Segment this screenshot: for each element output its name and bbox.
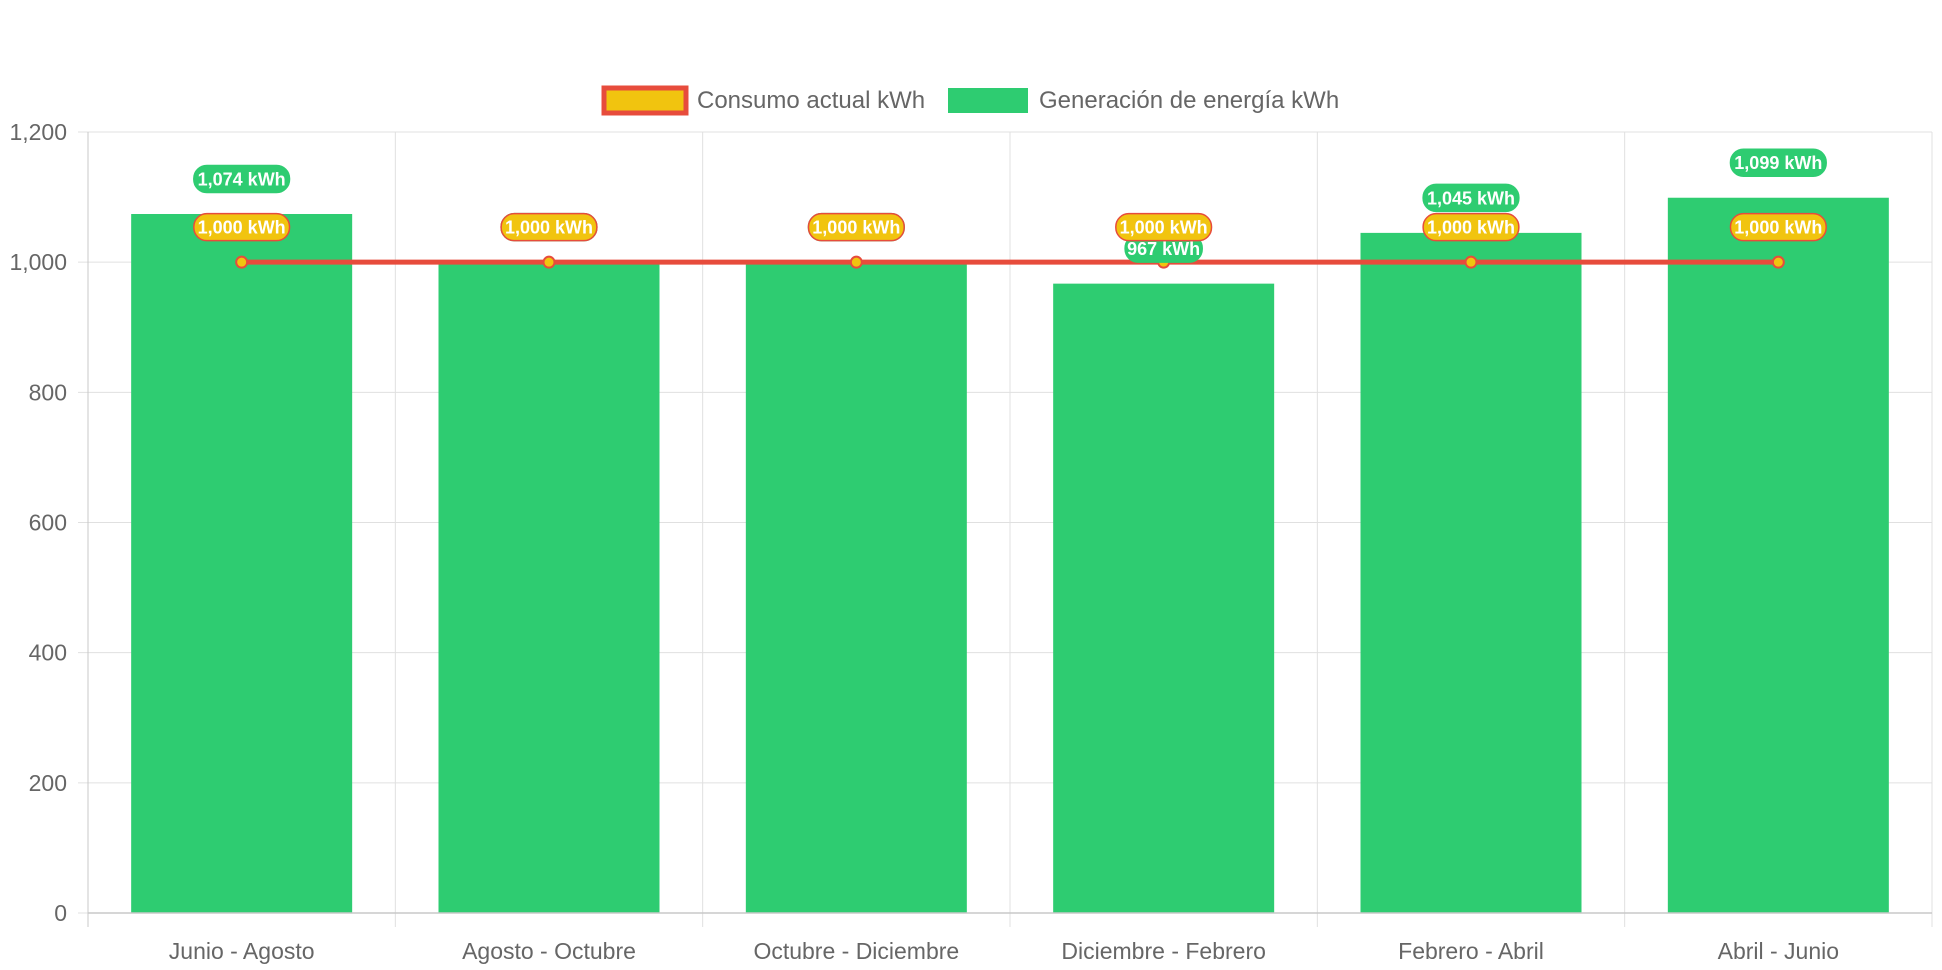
data-label-consumo-bg [500,212,598,242]
point-consumo[interactable] [1464,255,1478,269]
y-tick-label: 0 [54,900,67,926]
data-label-generacion-text: 1,099 kWh [1734,153,1822,173]
data-label-consumo-text: 1,000 kWh [1120,218,1208,238]
legend-swatch-generacion [948,88,1028,113]
legend-label-consumo: Consumo actual kWh [697,87,925,114]
data-label-generacion-text: 1,074 kWh [198,170,286,190]
data-label-generacion: 1,074 kWh [193,164,291,194]
data-label-consumo-text: 1,000 kWh [1427,218,1515,238]
point-consumo[interactable] [1771,255,1785,269]
data-label-consumo-text: 1,000 kWh [812,218,900,238]
axis-layer: 0 200 400 600 800 1,000 1,200 Junio - Agosto Ago… [9,119,1932,964]
data-label-consumo-bg [1115,212,1213,242]
data-label-consumo-text: 1,000 kWh [505,218,593,238]
bar-generacion[interactable] [1360,232,1582,914]
x-tick-label: Febrero - Abril [1398,938,1544,964]
data-label-generacion: 1,045 kWh [1422,183,1520,213]
y-tick-label: 600 [29,510,67,536]
legend[interactable]: Consumo actual kWh Generación de energía… [601,85,1339,116]
bar-generacion[interactable] [1053,283,1275,913]
bars-layer [131,197,1889,914]
data-label-consumo-bg [193,212,291,242]
grid-layer [78,131,1933,927]
x-tick-label: Agosto - Octubre [462,938,636,964]
data-label-consumo-text: 1,000 kWh [1734,218,1822,238]
legend-label-generacion: Generación de energía kWh [1039,87,1339,114]
data-label-consumo-text: 1,000 kWh [198,218,286,238]
y-tick-label: 1,000 [9,249,67,275]
y-tick-label: 200 [29,770,67,796]
data-label-generacion-bg [1729,148,1827,177]
x-tick-label: Diciembre - Febrero [1061,938,1266,964]
point-consumo[interactable] [849,255,863,269]
bar-generacion[interactable] [438,262,660,914]
y-tick-label: 1,200 [9,119,67,145]
data-label-consumo-bg [807,212,905,242]
data-label-consumo: 1,000 kWh [1422,212,1520,242]
bar-generacion[interactable] [1667,197,1889,914]
data-label-generacion-bg [1422,183,1520,213]
data-label-generacion-text: 967 kWh [1127,239,1200,259]
point-consumo[interactable] [235,255,249,269]
bar-generacion[interactable] [131,214,353,913]
data-label-generacion: 1,099 kWh [1729,148,1827,177]
data-label-consumo: 1,000 kWh [1729,212,1827,242]
data-label-generacion: 967 kWh [1124,234,1203,263]
line-layer [235,255,1785,269]
legend-item-generacion[interactable]: Generación de energía kWh [948,87,1339,114]
y-tick-label: 800 [29,379,67,405]
data-label-generacion-bg [193,164,291,194]
x-tick-label: Abril - Junio [1718,938,1839,964]
data-label-consumo-bg [1422,212,1520,242]
data-label-consumo: 1,000 kWh [1115,212,1213,242]
legend-swatch-consumo [601,85,689,116]
data-label-generacion-text: 1,045 kWh [1427,188,1515,208]
point-consumo[interactable] [542,255,556,269]
data-label-consumo-bg [1729,212,1827,242]
y-tick-label: 400 [29,640,67,666]
x-tick-label: Octubre - Diciembre [753,938,959,964]
legend-item-consumo[interactable]: Consumo actual kWh [601,85,925,116]
data-label-consumo: 1,000 kWh [193,212,291,242]
x-tick-label: Junio - Agosto [169,938,315,964]
bar-generacion[interactable] [745,262,967,914]
data-label-consumo: 1,000 kWh [807,212,905,242]
data-label-consumo: 1,000 kWh [500,212,598,242]
